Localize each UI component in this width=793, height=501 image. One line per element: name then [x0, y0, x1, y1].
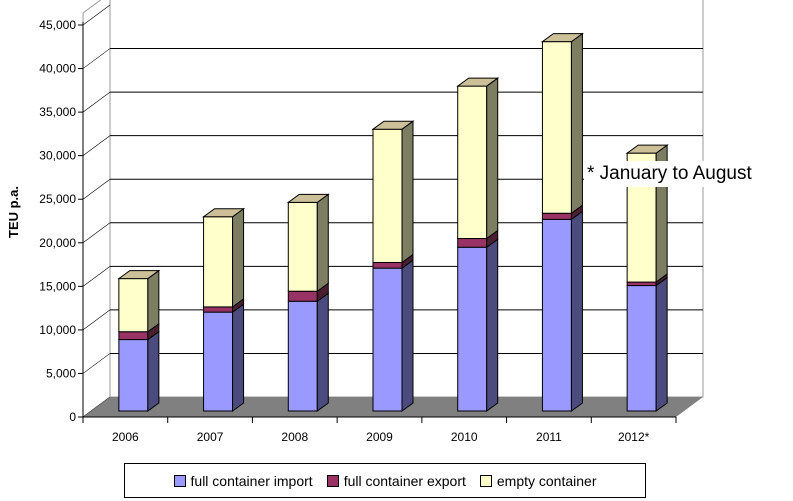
y-axis-title: TEU p.a.	[6, 186, 21, 238]
bar-top	[456, 77, 500, 87]
bar-segment	[457, 238, 488, 248]
x-tick-label: 2008	[281, 430, 308, 444]
legend-label: empty container	[496, 472, 597, 489]
bar-segment	[287, 290, 318, 302]
bar-segment	[372, 128, 403, 263]
bar-stack-2006	[117, 269, 161, 412]
gridline-side	[82, 178, 111, 200]
y-tick-label: 0	[69, 410, 76, 424]
gridline-side	[82, 48, 111, 69]
bar-segment-side	[316, 193, 329, 293]
legend-swatch-import	[173, 474, 186, 487]
bar-segment-side	[655, 276, 668, 412]
legend-item-import: full container import	[173, 472, 313, 489]
gridline-side	[82, 266, 111, 287]
bar-top	[371, 120, 415, 130]
x-tick-label: 2010	[451, 430, 478, 444]
side-wall	[82, 0, 111, 418]
bar-segment-side	[316, 292, 329, 412]
gridline-side	[82, 4, 111, 26]
y-tick-label: 30,000	[39, 149, 76, 163]
bar-stack-2011	[540, 32, 584, 412]
x-tick-label: 2009	[366, 430, 393, 444]
bar-segment	[203, 311, 234, 412]
y-tick-label: 25,000	[39, 192, 76, 206]
gridline-side	[82, 222, 111, 244]
bar-stack-2009	[371, 120, 415, 412]
bar-segment	[457, 85, 488, 240]
y-tick-label: 10,000	[39, 323, 76, 337]
legend-item-export: full container export	[326, 472, 466, 489]
bar-top	[286, 193, 330, 203]
bar-segment	[541, 218, 572, 412]
legend-item-empty: empty container	[479, 472, 597, 489]
x-tick-label: 2006	[112, 430, 139, 444]
bar-segment	[541, 41, 572, 214]
bar-segment	[203, 306, 234, 313]
bar-segment	[287, 201, 318, 292]
gridline-side	[82, 135, 111, 156]
bar-top	[202, 208, 246, 218]
y-tick-label: 40,000	[39, 62, 76, 76]
y-tick-label: 45,000	[39, 18, 76, 32]
x-tick-label: 2012*	[618, 430, 650, 444]
bar-segment-side	[570, 32, 583, 215]
legend-label: full container export	[343, 472, 466, 489]
y-tick-label: 5,000	[46, 366, 76, 380]
bar-top	[540, 33, 584, 43]
bar-segment	[541, 212, 572, 220]
bar-top	[625, 144, 669, 154]
bar-segment-side	[401, 120, 414, 264]
bar-segment	[118, 278, 149, 333]
bar-segment	[457, 246, 488, 412]
x-tick-label: 2011	[536, 430, 562, 444]
y-tick-label: 20,000	[39, 236, 76, 250]
x-tick-label: 2007	[197, 430, 224, 444]
bar-segment-side	[486, 77, 499, 240]
bar-segment	[626, 281, 657, 287]
bar-segment-side	[232, 207, 245, 308]
bar-segment	[118, 339, 149, 412]
bar-stack-2008	[286, 193, 330, 412]
y-tick-label: 35,000	[39, 105, 76, 119]
bar-segment-side	[401, 259, 414, 412]
bar-segment-side	[570, 210, 583, 412]
gridline-side	[82, 353, 111, 374]
bar-top	[117, 270, 161, 280]
bar-segment	[287, 300, 318, 412]
gridline-side	[82, 309, 111, 331]
bar-stack-2010	[456, 77, 500, 412]
bar-segment	[372, 267, 403, 412]
bar-segment-side	[232, 303, 245, 412]
bar-segment	[118, 331, 149, 341]
bar-segment-side	[486, 238, 499, 412]
bar-stack-2007	[202, 207, 246, 412]
legend-label: full container import	[190, 472, 313, 489]
y-tick-label: 15,000	[39, 279, 76, 293]
gridline-side	[82, 91, 111, 113]
legend-swatch-empty	[479, 474, 492, 487]
annotation-note: * January to August	[584, 161, 755, 187]
legend: full container import full container exp…	[124, 463, 646, 498]
bar-segment-side	[147, 269, 160, 333]
bar-segment-side	[147, 330, 160, 412]
bar-segment	[626, 285, 657, 412]
bar-segment	[203, 216, 234, 308]
legend-swatch-export	[326, 474, 339, 487]
bar-segment	[372, 261, 403, 269]
